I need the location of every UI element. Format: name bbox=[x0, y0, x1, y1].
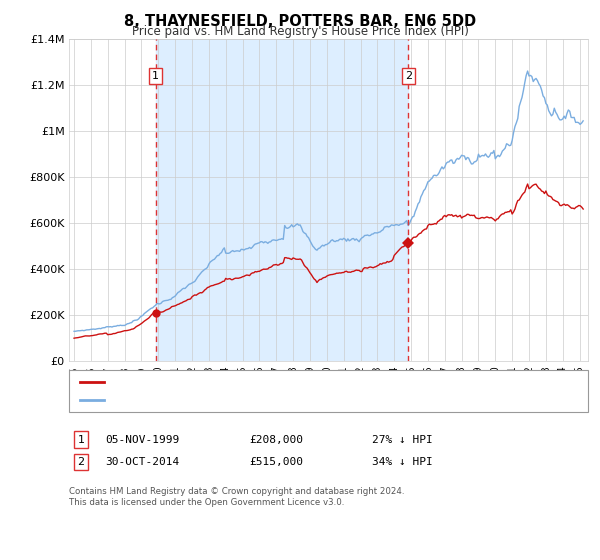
Text: 1: 1 bbox=[152, 71, 159, 81]
Text: 30-OCT-2014: 30-OCT-2014 bbox=[105, 457, 179, 467]
Text: Price paid vs. HM Land Registry's House Price Index (HPI): Price paid vs. HM Land Registry's House … bbox=[131, 25, 469, 38]
Text: 1: 1 bbox=[77, 435, 85, 445]
Text: 27% ↓ HPI: 27% ↓ HPI bbox=[372, 435, 433, 445]
Text: £208,000: £208,000 bbox=[249, 435, 303, 445]
Text: 2: 2 bbox=[404, 71, 412, 81]
Bar bbox=[156, 39, 408, 361]
Text: 8, THAYNESFIELD, POTTERS BAR, EN6 5DD (detached house): 8, THAYNESFIELD, POTTERS BAR, EN6 5DD (d… bbox=[110, 377, 426, 387]
Text: 05-NOV-1999: 05-NOV-1999 bbox=[105, 435, 179, 445]
Text: 34% ↓ HPI: 34% ↓ HPI bbox=[372, 457, 433, 467]
Text: Contains HM Land Registry data © Crown copyright and database right 2024.
This d: Contains HM Land Registry data © Crown c… bbox=[69, 487, 404, 507]
Text: HPI: Average price, detached house, Hertsmere: HPI: Average price, detached house, Hert… bbox=[110, 395, 358, 405]
Text: 8, THAYNESFIELD, POTTERS BAR, EN6 5DD: 8, THAYNESFIELD, POTTERS BAR, EN6 5DD bbox=[124, 14, 476, 29]
Text: £515,000: £515,000 bbox=[249, 457, 303, 467]
Text: 2: 2 bbox=[77, 457, 85, 467]
